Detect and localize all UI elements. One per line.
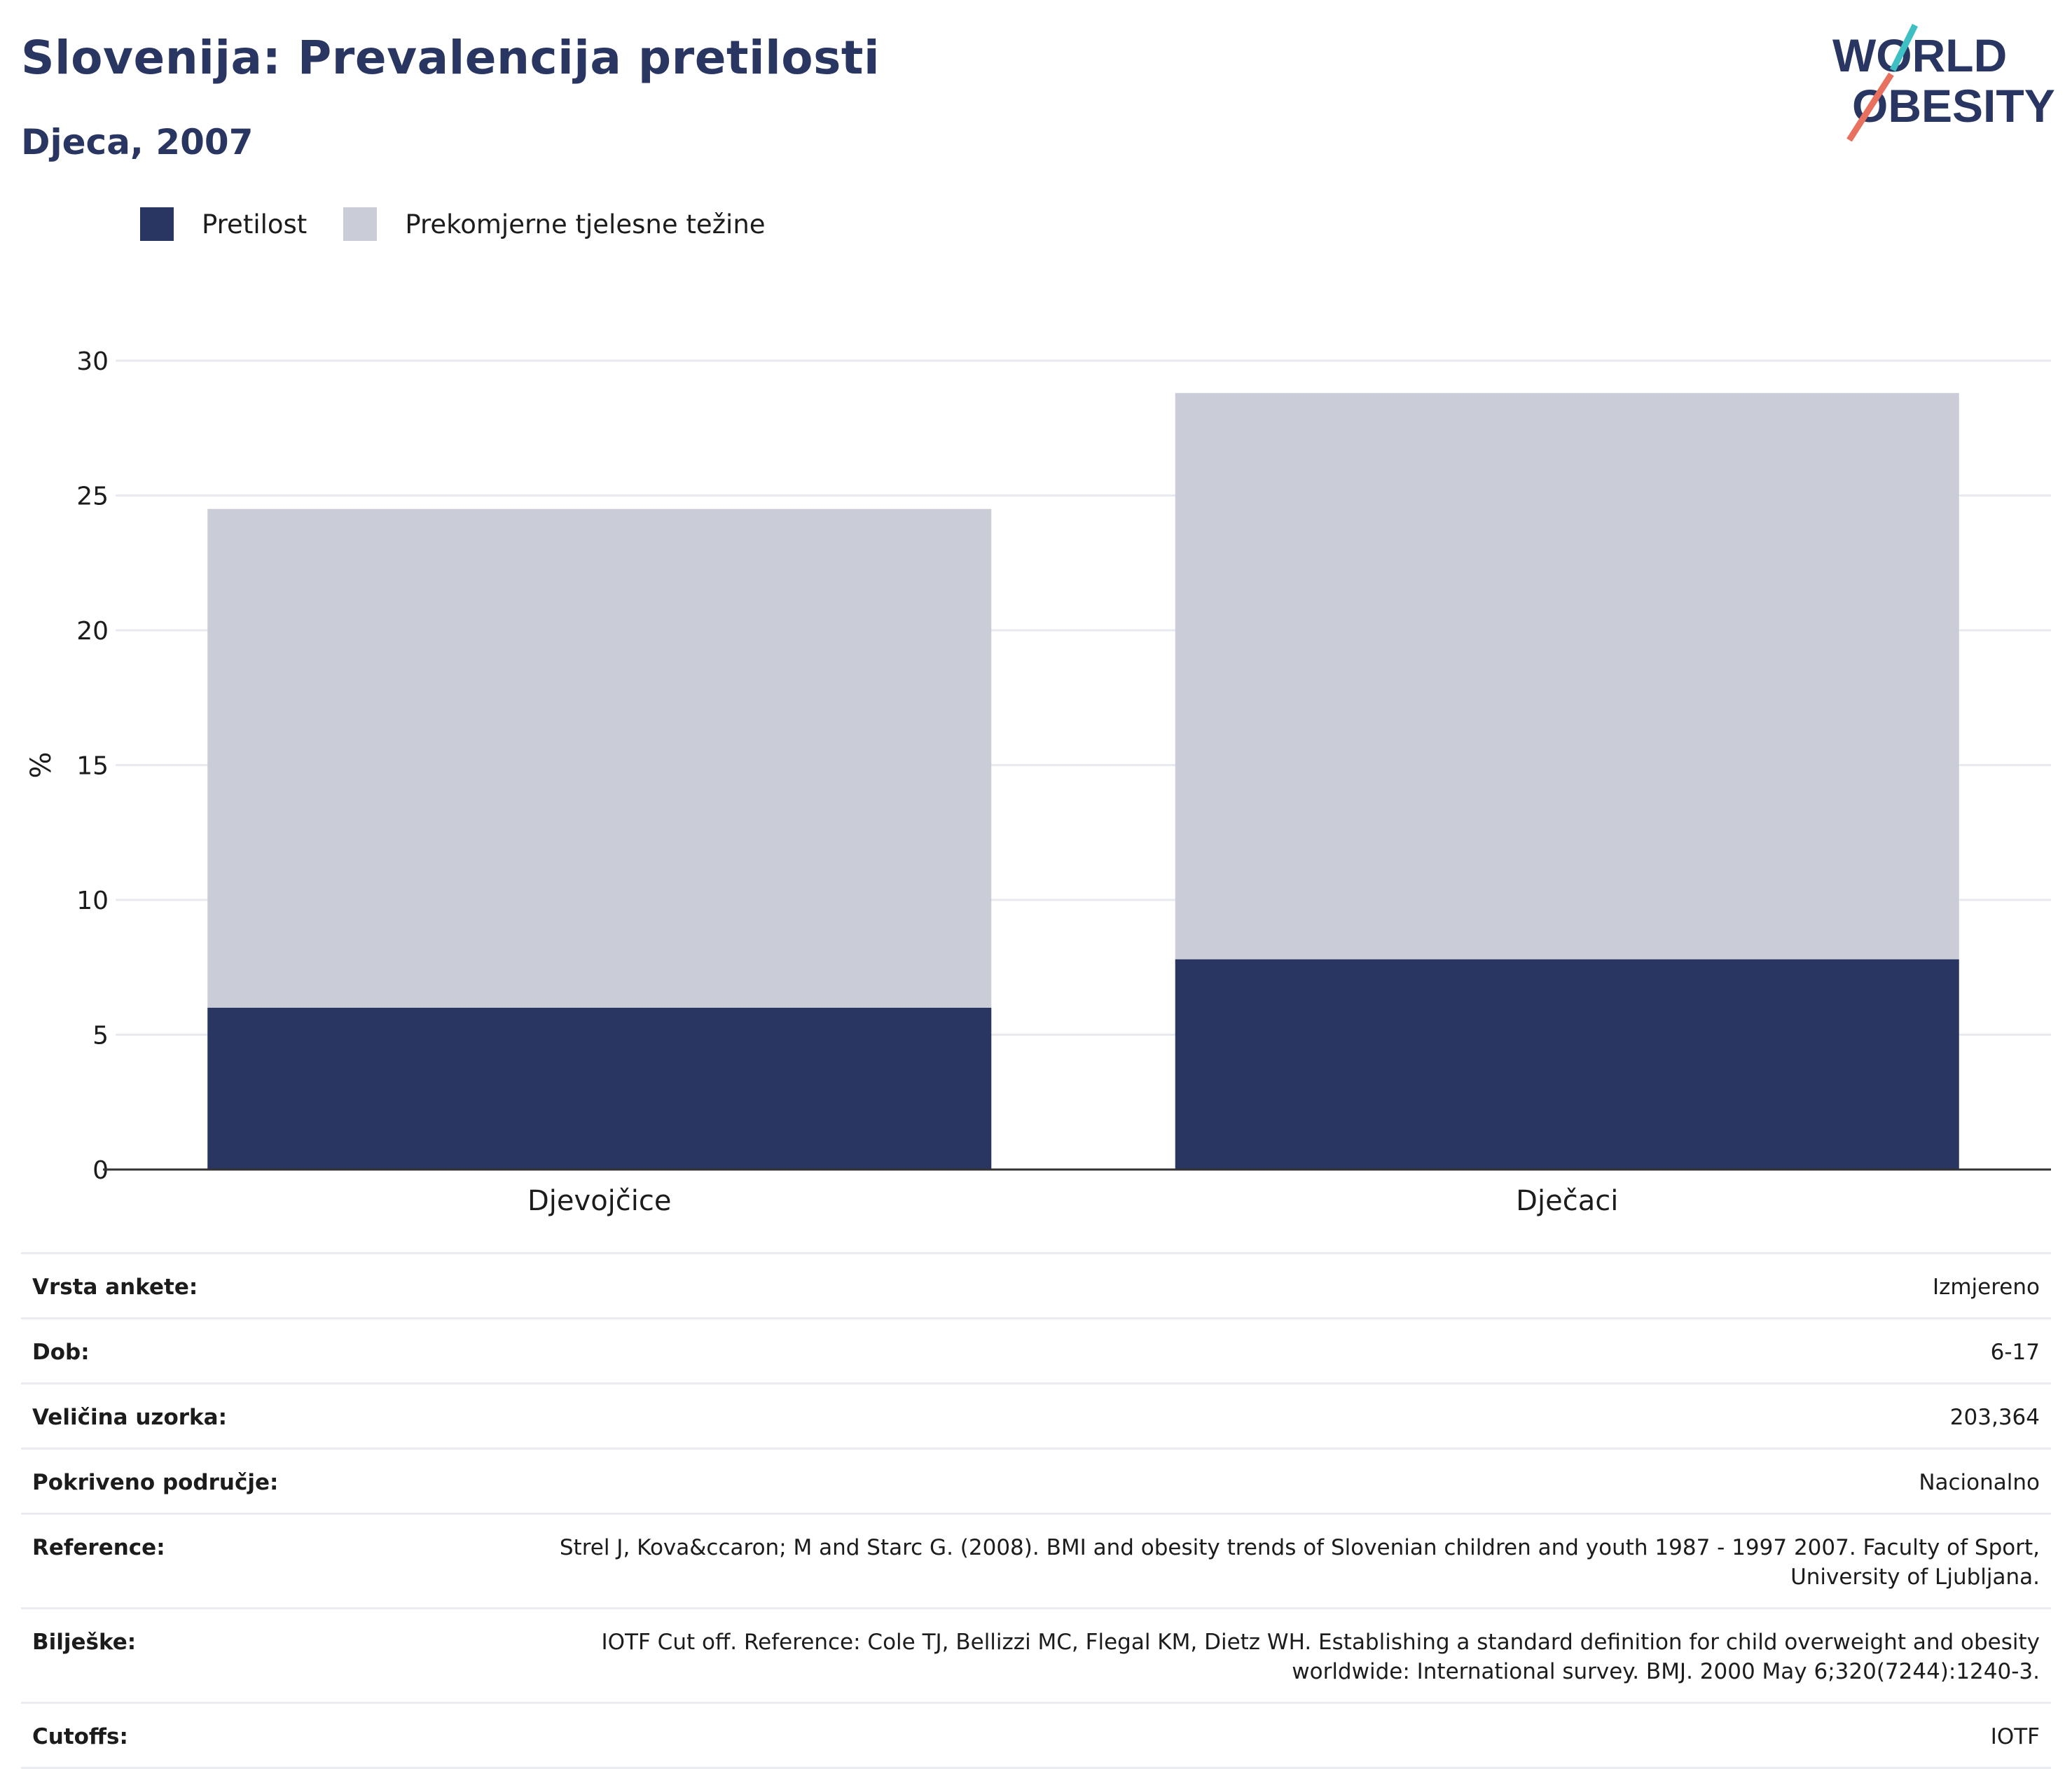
details-value: 203,364 — [1949, 1405, 2040, 1430]
y-tick-label: 0 — [92, 1156, 109, 1185]
logo-slash-coral — [1846, 72, 1894, 142]
details-row: Pokriveno područje: Nacionalno — [21, 1448, 2051, 1513]
bar-obesity-1 — [1175, 959, 1959, 1170]
details-label: Pokriveno područje: — [32, 1470, 279, 1495]
chart-title: Slovenija: Prevalencija pretilosti — [21, 31, 880, 85]
y-axis-label: % — [25, 751, 57, 778]
details-row: Veličina uzorka: 203,364 — [21, 1382, 2051, 1448]
details-row: Cutoffs: IOTF — [21, 1702, 2051, 1769]
details-row: Bilješke: IOTF Cut off. Reference: Cole T… — [21, 1607, 2051, 1702]
details-row: Dob: 6-17 — [21, 1317, 2051, 1382]
x-tick-label: Djevojčice — [527, 1185, 672, 1217]
y-tick-label: 20 — [76, 617, 109, 646]
logo-line-world: WORLD — [1832, 29, 2007, 81]
y-tick-label: 30 — [76, 347, 109, 376]
bar-overweight-1 — [1175, 393, 1959, 959]
bar-overweight-0 — [207, 508, 992, 1008]
details-label: Reference: — [32, 1535, 165, 1560]
legend-swatch-overweight — [343, 207, 378, 241]
details-label: Veličina uzorka: — [32, 1405, 227, 1430]
details-label: Vrsta ankete: — [32, 1275, 198, 1300]
details-label: Cutoffs: — [32, 1724, 128, 1749]
world-obesity-logo: WORLD OBESITY — [1832, 23, 2055, 142]
x-tick-label: Dječaci — [1516, 1185, 1618, 1217]
legend: Pretilost Prekomjerne tjelesne težine — [140, 207, 802, 241]
chart-subtitle: Djeca, 2007 — [21, 122, 254, 162]
details-row: Reference: Strel J, Kova&ccaron; M and St… — [21, 1513, 2051, 1607]
logo-slash-teal — [1889, 23, 1919, 72]
details-label: Bilješke: — [32, 1630, 137, 1655]
details-value: Nacionalno — [1919, 1470, 2040, 1495]
y-tick-label: 25 — [76, 483, 109, 511]
bar-chart: 0 5 10 15 20 25 30% Djevojčice Dječaci — [25, 347, 2051, 1217]
y-tick-label: 15 — [76, 752, 109, 781]
y-tick-label: 5 — [92, 1022, 109, 1050]
legend-label-obesity: Pretilost — [202, 209, 308, 240]
bar-obesity-0 — [207, 1008, 992, 1170]
legend-label-overweight: Prekomjerne tjelesne težine — [405, 209, 766, 240]
details-value: Strel J, Kova&ccaron; M and Starc G. (20… — [559, 1535, 2040, 1590]
y-tick-label: 10 — [76, 887, 109, 915]
details-row: Vrsta ankete: Izmjereno — [21, 1252, 2051, 1317]
details-table: Vrsta ankete: Izmjereno Dob: 6-17 Veličina u… — [21, 1252, 2051, 1769]
legend-item-overweight[interactable]: Prekomjerne tjelesne težine — [343, 207, 766, 241]
legend-swatch-obesity — [140, 207, 174, 241]
details-value: IOTF — [1990, 1724, 2040, 1749]
details-value: IOTF Cut off. Reference: Cole TJ, Belliz… — [601, 1630, 2040, 1684]
legend-item-obesity[interactable]: Pretilost — [140, 207, 307, 241]
details-label: Dob: — [32, 1340, 90, 1365]
details-value: 6-17 — [1990, 1340, 2040, 1365]
details-value: Izmjereno — [1932, 1275, 2040, 1300]
